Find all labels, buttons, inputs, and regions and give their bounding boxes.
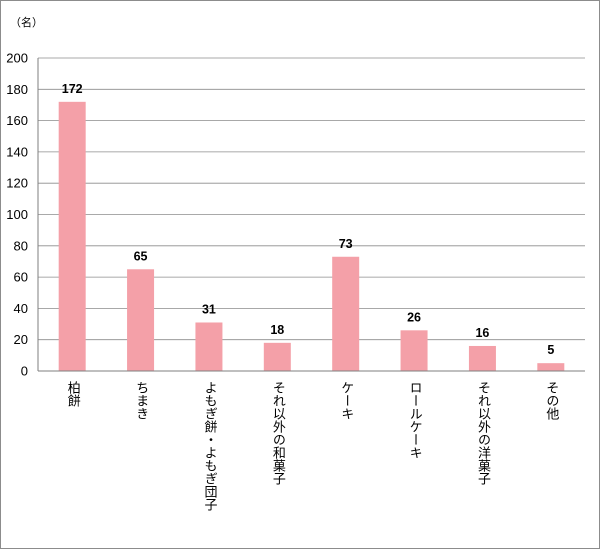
- bar: [400, 330, 428, 371]
- category-label: ロールケーキ: [407, 381, 422, 459]
- data-label: 16: [475, 326, 489, 340]
- y-tick-label: 0: [21, 364, 28, 379]
- category-label: その他: [543, 381, 559, 421]
- bar: [263, 342, 291, 371]
- bar: [468, 345, 496, 371]
- x-axis-categories: 柏餅 ちまき よもぎ餅・よもぎ団子 それ以外の和菓子 ケーキ ロールケーキ それ以外の洋菓子…: [65, 381, 559, 511]
- data-labels: 172 65 31 18 73 26 16 5: [62, 82, 555, 357]
- data-label: 65: [134, 249, 148, 263]
- y-tick-label: 20: [14, 332, 28, 347]
- y-tick-label: 60: [14, 270, 28, 285]
- y-tick-label: 100: [6, 207, 28, 222]
- bar: [58, 101, 86, 371]
- bar: [332, 256, 360, 371]
- bar: [537, 363, 565, 371]
- unit-label: （名）: [10, 15, 43, 29]
- y-tick-label: 40: [14, 301, 28, 316]
- data-label: 73: [339, 237, 353, 251]
- category-label: それ以外の洋菓子: [475, 381, 491, 485]
- bars: [58, 101, 565, 371]
- y-tick-label: 180: [6, 82, 28, 97]
- category-label: 柏餅: [65, 381, 81, 407]
- data-label: 5: [547, 343, 554, 357]
- category-label: ちまき: [133, 381, 148, 420]
- bar: [127, 269, 155, 371]
- category-label: それ以外の和菓子: [270, 381, 286, 485]
- y-tick-label: 120: [6, 176, 28, 191]
- category-label: よもぎ餅・よもぎ団子: [201, 381, 217, 511]
- y-axis-ticks: 0 20 40 60 80 100 120 140 160 180 200: [6, 51, 28, 379]
- y-tick-label: 80: [14, 238, 28, 253]
- bar: [195, 322, 223, 371]
- data-label: 18: [270, 323, 284, 337]
- y-tick-label: 160: [6, 113, 28, 128]
- y-tick-label: 200: [6, 51, 28, 66]
- data-label: 31: [202, 302, 216, 316]
- data-label: 172: [62, 82, 83, 96]
- data-label: 26: [407, 310, 421, 324]
- category-label: ケーキ: [338, 381, 353, 420]
- y-tick-label: 140: [6, 144, 28, 159]
